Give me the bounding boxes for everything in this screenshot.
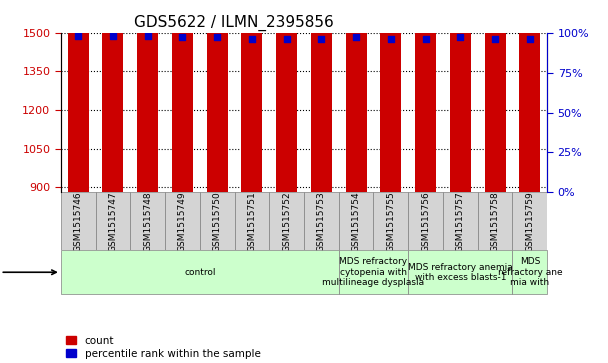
Text: GSM1515759: GSM1515759 [525,191,534,252]
Point [74,33,83,39]
FancyBboxPatch shape [513,250,547,294]
FancyBboxPatch shape [408,192,443,250]
Point [455,34,465,40]
Text: GSM1515746: GSM1515746 [74,191,83,252]
Point [108,33,118,39]
Point [143,33,153,39]
Text: GSM1515750: GSM1515750 [213,191,222,252]
Bar [381,0,401,192]
Bar [519,0,541,192]
FancyBboxPatch shape [130,192,165,250]
Point [525,36,534,42]
FancyBboxPatch shape [478,192,513,250]
FancyBboxPatch shape [339,192,373,250]
Text: GSM1515751: GSM1515751 [247,191,257,252]
Text: MDS
refractory ane
mia with: MDS refractory ane mia with [497,257,562,287]
Text: MDS refractory
cytopenia with
multilineage dysplasia: MDS refractory cytopenia with multilinea… [322,257,424,287]
Text: GSM1515756: GSM1515756 [421,191,430,252]
Bar [67,0,89,192]
Bar [415,0,436,192]
FancyBboxPatch shape [61,192,95,250]
Point [247,36,257,42]
FancyBboxPatch shape [95,192,130,250]
Bar [207,0,227,192]
Point [317,36,326,42]
Point [178,34,187,40]
FancyBboxPatch shape [269,192,304,250]
FancyBboxPatch shape [513,192,547,250]
FancyBboxPatch shape [304,192,339,250]
Text: GSM1515758: GSM1515758 [491,191,500,252]
Bar [137,0,158,192]
Text: GSM1515755: GSM1515755 [386,191,395,252]
Text: GDS5622 / ILMN_2395856: GDS5622 / ILMN_2395856 [134,15,334,31]
Point [282,36,291,42]
Text: MDS refractory anemia
with excess blasts-1: MDS refractory anemia with excess blasts… [408,262,513,282]
Legend: count, percentile rank within the sample: count, percentile rank within the sample [66,335,261,359]
FancyBboxPatch shape [339,250,408,294]
Text: GSM1515748: GSM1515748 [143,191,152,252]
FancyBboxPatch shape [408,250,513,294]
Bar [172,0,193,192]
FancyBboxPatch shape [61,250,339,294]
Bar [241,0,262,192]
Point [351,34,361,40]
Bar [346,0,367,192]
Point [212,34,222,40]
Bar [485,0,505,192]
Bar [450,0,471,192]
Bar [276,0,297,192]
Bar [311,0,332,192]
FancyBboxPatch shape [235,192,269,250]
FancyBboxPatch shape [200,192,235,250]
Text: GSM1515753: GSM1515753 [317,191,326,252]
Text: disease state: disease state [0,267,56,277]
Point [421,36,430,42]
Text: GSM1515749: GSM1515749 [178,191,187,252]
FancyBboxPatch shape [443,192,478,250]
Text: GSM1515757: GSM1515757 [456,191,465,252]
Text: control: control [184,268,215,277]
FancyBboxPatch shape [373,192,408,250]
Text: GSM1515752: GSM1515752 [282,191,291,252]
Text: GSM1515747: GSM1515747 [108,191,117,252]
FancyBboxPatch shape [165,192,200,250]
Bar [103,0,123,192]
Point [386,36,396,42]
Text: GSM1515754: GSM1515754 [351,191,361,252]
Point [490,36,500,42]
